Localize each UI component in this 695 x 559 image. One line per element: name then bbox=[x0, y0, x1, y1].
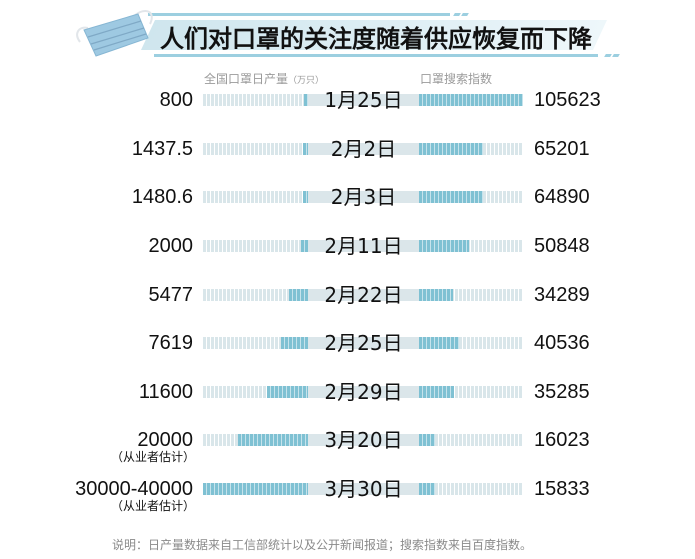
search-bar bbox=[419, 240, 469, 252]
production-note: （从业者估计） bbox=[110, 499, 195, 513]
search-value: 64890 bbox=[534, 186, 590, 208]
search-value: 40536 bbox=[534, 332, 590, 354]
search-bar bbox=[419, 289, 453, 301]
chart-row: 5477 2月22日 34289 bbox=[0, 283, 695, 307]
banner-top-line bbox=[148, 13, 450, 16]
chart-row: 20000 （从业者估计） 3月20日 16023 bbox=[0, 428, 695, 464]
date-label: 1月25日 bbox=[324, 88, 403, 112]
title-banner: 人们对口罩的关注度随着供应恢复而下降 bbox=[60, 0, 640, 68]
production-header-label: 全国口罩日产量 bbox=[204, 72, 289, 86]
production-value: 800 bbox=[159, 89, 193, 111]
date-label: 2月29日 bbox=[324, 380, 403, 404]
chart-row: 7619 2月25日 40536 bbox=[0, 331, 695, 355]
chart-row: 30000-40000 （从业者估计） 3月30日 15833 bbox=[0, 477, 695, 513]
production-note: （从业者估计） bbox=[110, 450, 195, 464]
production-value: 5477 bbox=[148, 284, 194, 306]
banner-dash bbox=[612, 54, 620, 57]
chart-row: 800 1月25日 105623 bbox=[0, 88, 695, 112]
search-value: 35285 bbox=[534, 381, 590, 403]
date-label: 2月11日 bbox=[324, 234, 403, 258]
search-value: 34289 bbox=[534, 284, 590, 306]
production-bar bbox=[267, 386, 308, 398]
date-label: 2月3日 bbox=[330, 185, 397, 209]
search-value: 16023 bbox=[534, 429, 590, 451]
production-bar bbox=[303, 191, 308, 203]
production-bar bbox=[289, 289, 308, 301]
production-bar-track bbox=[203, 94, 308, 106]
production-bar bbox=[301, 240, 308, 252]
search-header: 口罩搜索指数 bbox=[420, 72, 493, 86]
production-value: 30000-40000 bbox=[75, 478, 193, 500]
production-unit: （万只） bbox=[288, 76, 325, 86]
date-label: 3月30日 bbox=[324, 477, 403, 501]
search-bar bbox=[419, 337, 459, 349]
production-value: 11600 bbox=[138, 381, 193, 403]
search-bar bbox=[419, 483, 435, 495]
date-label: 3月20日 bbox=[324, 428, 403, 452]
search-value: 15833 bbox=[534, 478, 590, 500]
search-bar bbox=[419, 191, 483, 203]
production-bar bbox=[281, 337, 308, 349]
banner-dash bbox=[461, 13, 469, 16]
production-value: 2000 bbox=[148, 235, 194, 257]
search-bar-track bbox=[419, 434, 523, 446]
production-value: 1437.5 bbox=[131, 138, 193, 160]
banner-dash bbox=[453, 13, 461, 16]
production-value: 1480.6 bbox=[131, 186, 193, 208]
chart-row: 1480.6 2月3日 64890 bbox=[0, 185, 695, 209]
search-bar bbox=[419, 386, 454, 398]
search-value: 50848 bbox=[534, 235, 590, 257]
date-label: 2月2日 bbox=[330, 137, 397, 161]
footnote: 说明：日产量数据来自工信部统计以及公开新闻报道；搜索指数来自百度指数。 bbox=[112, 538, 533, 552]
chart-title: 人们对口罩的关注度随着供应恢复而下降 bbox=[160, 25, 592, 53]
production-bar bbox=[303, 143, 308, 155]
search-bar bbox=[419, 143, 483, 155]
production-bar bbox=[304, 94, 308, 106]
chart-row: 11600 2月29日 35285 bbox=[0, 380, 695, 404]
production-bar bbox=[238, 434, 308, 446]
production-header: 全国口罩日产量（万只） bbox=[204, 70, 324, 87]
production-value: 20000 bbox=[137, 429, 193, 451]
face-mask-icon bbox=[76, 9, 153, 57]
banner-dash bbox=[604, 54, 612, 57]
production-value: 7619 bbox=[148, 332, 194, 354]
search-value: 105623 bbox=[534, 89, 601, 111]
search-bar bbox=[419, 434, 435, 446]
production-bar bbox=[203, 483, 308, 495]
search-bar bbox=[419, 94, 523, 106]
banner-bottom-line bbox=[154, 54, 598, 57]
production-bar-track bbox=[203, 240, 308, 252]
date-label: 2月25日 bbox=[324, 331, 403, 355]
search-bar-track bbox=[419, 483, 523, 495]
production-bar-track bbox=[203, 143, 308, 155]
production-bar-track bbox=[203, 289, 308, 301]
search-value: 65201 bbox=[534, 138, 590, 160]
chart-row: 2000 2月11日 50848 bbox=[0, 234, 695, 258]
date-label: 2月22日 bbox=[324, 283, 403, 307]
production-bar-track bbox=[203, 191, 308, 203]
chart-row: 1437.5 2月2日 65201 bbox=[0, 137, 695, 161]
